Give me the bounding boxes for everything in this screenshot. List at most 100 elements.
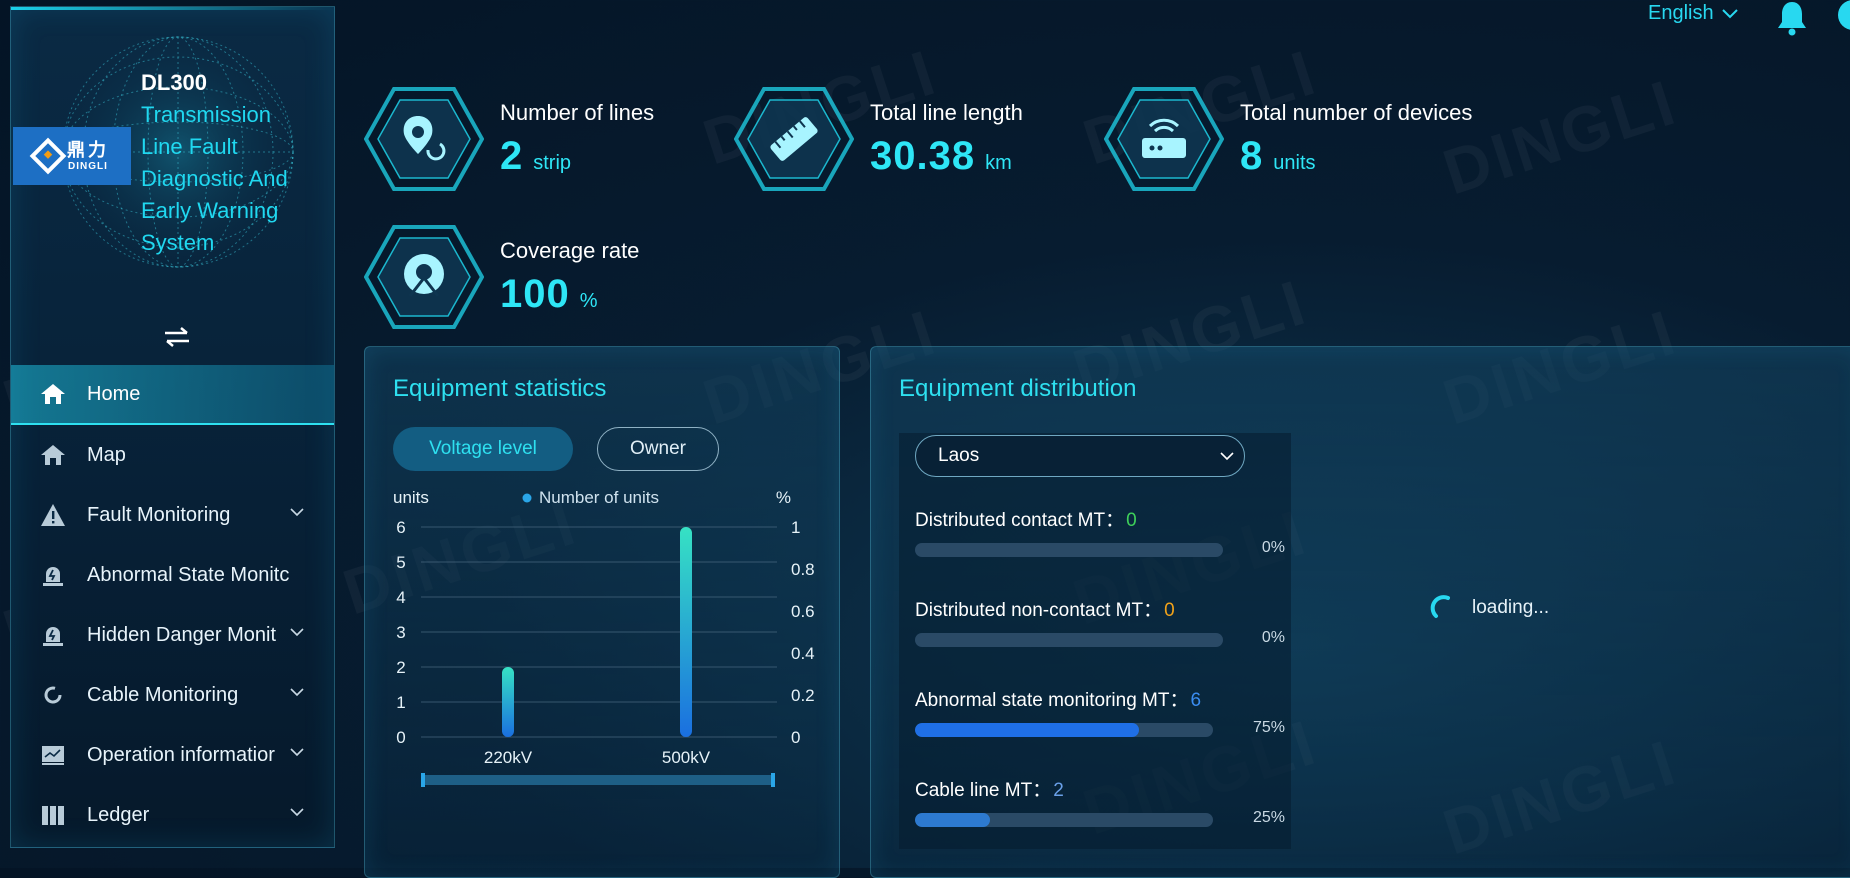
mt-count: 2 <box>1053 780 1064 801</box>
logo-mark-icon <box>29 137 67 175</box>
avatar-icon[interactable] <box>1838 0 1850 30</box>
sidebar: 鼎力 DINGLI DL300 Transmission Line Fault … <box>10 6 335 848</box>
equipment-distribution-panel: Equipment distribution Distributed conta… <box>870 346 1850 878</box>
y-tick-label: 5 <box>396 553 405 572</box>
tab-voltage-level[interactable]: Voltage level <box>393 427 573 471</box>
chevron-down-icon <box>1220 452 1234 461</box>
mt-count: 0 <box>1126 510 1137 531</box>
home-icon <box>39 380 67 408</box>
progress-bar <box>915 723 1213 737</box>
company-logo: 鼎力 DINGLI <box>13 127 131 185</box>
stat-total-line-length: Total line length 30.38 km <box>734 84 1023 194</box>
bell-icon[interactable] <box>1774 0 1810 36</box>
sidebar-item-home[interactable]: Home <box>11 365 334 425</box>
sidebar-item-label: Map <box>87 443 126 466</box>
stat-coverage-rate: Coverage rate 100 % <box>364 222 639 332</box>
coverage-icon <box>364 222 484 332</box>
language-selector[interactable]: English <box>1648 2 1738 25</box>
ruler-icon <box>734 84 854 194</box>
y-tick-label-right: 0.8 <box>791 560 815 579</box>
chevron-down-icon <box>290 628 304 637</box>
distribution-list: Distributed contact MT： 0 0% Distributed … <box>899 433 1291 849</box>
location-icon <box>364 84 484 194</box>
mt-label: Distributed non-contact MT： <box>915 600 1163 621</box>
sidebar-item-label: Home <box>87 382 141 405</box>
sidebar-item-cable-monitoring[interactable]: Cable Monitoring <box>11 665 334 725</box>
sidebar-item-map[interactable]: Map <box>11 425 334 485</box>
chevron-down-icon <box>290 748 304 757</box>
y-tick-label-right: 0.6 <box>791 602 815 621</box>
y-tick-label: 1 <box>396 693 405 712</box>
sidebar-item-operation-information[interactable]: Operation informatior <box>11 725 334 785</box>
y-axis-label-right: % <box>776 488 791 507</box>
loading-indicator: loading... <box>1430 594 1549 622</box>
progress-bar <box>915 633 1223 647</box>
stat-value: 30.38 <box>870 133 976 178</box>
stat-unit: units <box>1273 151 1316 174</box>
stat-total-number-of-devices: Total number of devices 8 units <box>1104 84 1472 194</box>
sidebar-item-hidden-danger-monitoring[interactable]: Hidden Danger Monit <box>11 605 334 665</box>
equipment-statistics-panel: Equipment statistics Voltage level Owner… <box>364 346 840 878</box>
mt-percent: 0% <box>1261 539 1285 556</box>
logo-text-cn: 鼎力 <box>67 139 109 160</box>
stat-unit: km <box>985 151 1012 174</box>
legend-label: Number of units <box>539 488 659 507</box>
mt-count: 0 <box>1164 600 1175 621</box>
loading-text: loading... <box>1472 597 1550 618</box>
sidebar-item-fault-monitoring[interactable]: Fault Monitoring <box>11 485 334 545</box>
tab-owner[interactable]: Owner <box>597 427 719 471</box>
equipment-bar-chart: units % Number of units 0 1 2 3 4 5 6 0 0.2 0.4 0.6 0.… <box>393 488 815 787</box>
chevron-down-icon <box>290 808 304 817</box>
app-title: DL300 Transmission Line Fault Diagnostic… <box>141 67 321 259</box>
y-tick-label: 4 <box>396 588 405 607</box>
y-tick-label-right: 0 <box>791 728 800 747</box>
chevron-down-icon <box>1721 8 1738 18</box>
stat-label: Coverage rate <box>500 237 640 263</box>
stat-value: 8 <box>1240 133 1264 178</box>
y-tick-label: 0 <box>396 728 405 747</box>
sidebar-item-label: Fault Monitoring <box>87 503 231 526</box>
progress-fill <box>915 723 1139 737</box>
y-tick-label-right: 1 <box>791 518 800 537</box>
app-model: DL300 <box>141 70 208 95</box>
legend-marker <box>522 493 532 503</box>
progress-bar <box>915 813 1213 827</box>
sidebar-item-ledger[interactable]: Ledger <box>11 785 334 845</box>
y-tick-label: 6 <box>396 518 405 537</box>
mt-label: Abnormal state monitoring MT： <box>915 690 1189 711</box>
refresh-icon <box>39 681 67 709</box>
list-item: Cable line MT： 2 25% <box>915 775 1285 827</box>
list-item: Abnormal state monitoring MT： 6 75% <box>915 685 1285 737</box>
app-title-line: Transmission <box>141 102 271 127</box>
y-tick-label: 3 <box>396 623 405 642</box>
bar <box>680 527 692 737</box>
sidebar-item-label: Cable Monitoring <box>87 683 239 706</box>
y-axis-label: units <box>393 488 429 507</box>
chevron-down-icon <box>290 508 304 517</box>
y-tick-label: 2 <box>396 658 405 677</box>
stat-label: Total line length <box>870 99 1023 125</box>
mt-percent: 25% <box>1252 809 1285 826</box>
mt-count: 6 <box>1190 690 1202 711</box>
mt-label: Cable line MT： <box>915 780 1052 801</box>
sidebar-accent <box>11 7 334 10</box>
zoom-handle-right <box>771 773 775 787</box>
collapse-toggle-icon[interactable] <box>161 325 193 349</box>
book-icon <box>39 801 67 829</box>
spinner-icon <box>1430 595 1450 618</box>
app-title-line: System <box>141 230 215 255</box>
mt-percent: 75% <box>1252 719 1285 736</box>
region-select[interactable]: Laos <box>915 435 1245 477</box>
stat-unit: % <box>579 289 598 312</box>
progress-fill <box>915 813 990 827</box>
monitor-icon <box>39 741 67 769</box>
stat-value: 2 <box>500 133 524 178</box>
list-item: Distributed contact MT： 0 0% <box>915 505 1285 557</box>
progress-bar <box>915 543 1223 557</box>
app-title-line: Diagnostic And <box>141 166 288 191</box>
sidebar-item-abnormal-state-monitoring[interactable]: Abnormal State Monitc <box>11 545 334 605</box>
logo-text-en: DINGLI <box>68 160 108 172</box>
mt-label: Distributed contact MT： <box>915 510 1125 531</box>
sidebar-item-label: Abnormal State Monitc <box>87 563 290 586</box>
sidebar-item-label: Operation informatior <box>87 743 275 766</box>
